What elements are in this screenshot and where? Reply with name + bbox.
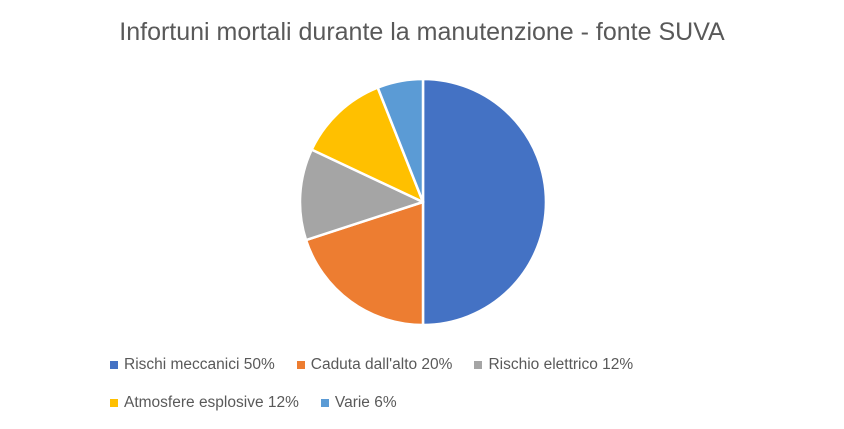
legend-swatch [320, 399, 329, 407]
legend-label: Rischio elettrico 12% [488, 356, 634, 373]
legend-item-caduta-dall-alto: Caduta dall'alto 20% [296, 356, 453, 374]
legend-item-atmosfere-esplosive: Atmosfere esplosive 12% [110, 394, 299, 412]
legend: Rischi meccanici 50% Caduta dall'alto 20… [110, 356, 750, 374]
pie-slice-1 [304, 200, 425, 327]
legend-label: Atmosfere esplosive 12% [124, 394, 299, 411]
legend-label: Varie 6% [334, 394, 397, 411]
chart-title: Infortuni mortali durante la manutenzion… [119, 18, 725, 46]
pie-slice-4 [376, 77, 425, 204]
pie-slice-3 [310, 86, 425, 204]
legend-item-rischi-meccanici: Rischi meccanici 50% [110, 356, 275, 374]
legend-item-varie: Varie 6% [320, 394, 397, 412]
legend-swatch [110, 399, 118, 407]
legend-swatch [474, 361, 483, 369]
legend-label: Caduta dall'alto 20% [310, 356, 453, 373]
legend-item-rischio-elettrico: Rischio elettrico 12% [474, 356, 633, 374]
legend-second-row: Atmosfere esplosive 12% Varie 6% [110, 394, 750, 412]
legend-swatch [110, 361, 118, 369]
legend-swatch [296, 361, 305, 369]
pie-slice-2 [298, 148, 425, 242]
legend-label: Rischi meccanici 50% [124, 356, 275, 373]
pie-slice-0 [421, 77, 548, 327]
